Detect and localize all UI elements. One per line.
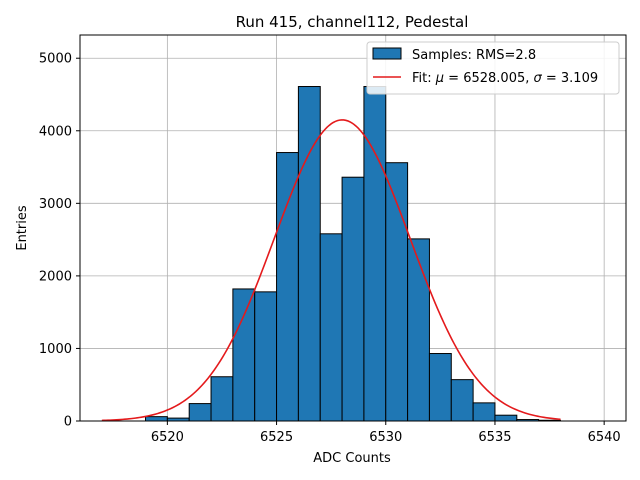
y-axis-ticks: 0 1000 2000 3000 4000 5000 xyxy=(39,52,80,430)
y-tick-label: 2000 xyxy=(39,269,72,284)
histogram-bar xyxy=(232,288,256,422)
y-axis-label: Entries xyxy=(15,205,30,251)
histogram-bar xyxy=(341,176,365,422)
chart-title: Run 415, channel112, Pedestal xyxy=(236,13,469,31)
legend-label-fit: Fit: μ = 6528.005, σ = 3.109 xyxy=(412,71,598,86)
histogram-bar xyxy=(254,291,278,422)
fit-sigma-symbol: σ xyxy=(534,71,543,86)
histogram-bars xyxy=(145,86,561,422)
x-tick-label: 6540 xyxy=(588,430,621,445)
y-tick-label: 5000 xyxy=(39,52,72,67)
histogram-bar xyxy=(276,152,299,422)
fit-mu-value: = 6528.005, xyxy=(444,71,533,86)
x-tick-label: 6535 xyxy=(478,430,511,445)
fit-label-prefix: Fit: xyxy=(412,71,436,86)
histogram-bar xyxy=(494,414,518,422)
y-tick-label: 0 xyxy=(64,415,72,430)
histogram-bar xyxy=(297,86,321,422)
x-tick-label: 6520 xyxy=(151,430,184,445)
x-tick-label: 6525 xyxy=(260,430,293,445)
x-axis-label: ADC Counts xyxy=(313,451,391,466)
histogram-bar xyxy=(188,403,212,422)
fit-mu-symbol: μ xyxy=(435,71,444,86)
histogram-bar xyxy=(407,238,430,422)
fit-curve xyxy=(101,119,561,422)
fit-sigma-value: = 3.109 xyxy=(542,71,598,86)
histogram-bar xyxy=(319,233,343,422)
histogram-bar xyxy=(472,402,496,422)
x-tick-label: 6530 xyxy=(369,430,402,445)
y-tick-label: 1000 xyxy=(39,342,72,357)
legend-label-samples: Samples: RMS=2.8 xyxy=(412,48,536,63)
x-axis-ticks: 6520 6525 6530 6535 6540 xyxy=(151,421,621,445)
histogram-bar xyxy=(450,379,474,422)
y-tick-label: 4000 xyxy=(39,124,72,139)
histogram-bar xyxy=(145,416,168,422)
histogram-bar xyxy=(363,86,387,422)
histogram-bar xyxy=(428,353,452,422)
legend-frame xyxy=(366,41,620,95)
histogram-bar xyxy=(210,376,234,422)
plot-frame xyxy=(79,34,627,422)
legend: Samples: RMS=2.8 Fit: μ = 6528.005, σ = … xyxy=(366,41,620,95)
legend-swatch-samples xyxy=(372,47,402,60)
y-tick-label: 3000 xyxy=(39,197,72,212)
